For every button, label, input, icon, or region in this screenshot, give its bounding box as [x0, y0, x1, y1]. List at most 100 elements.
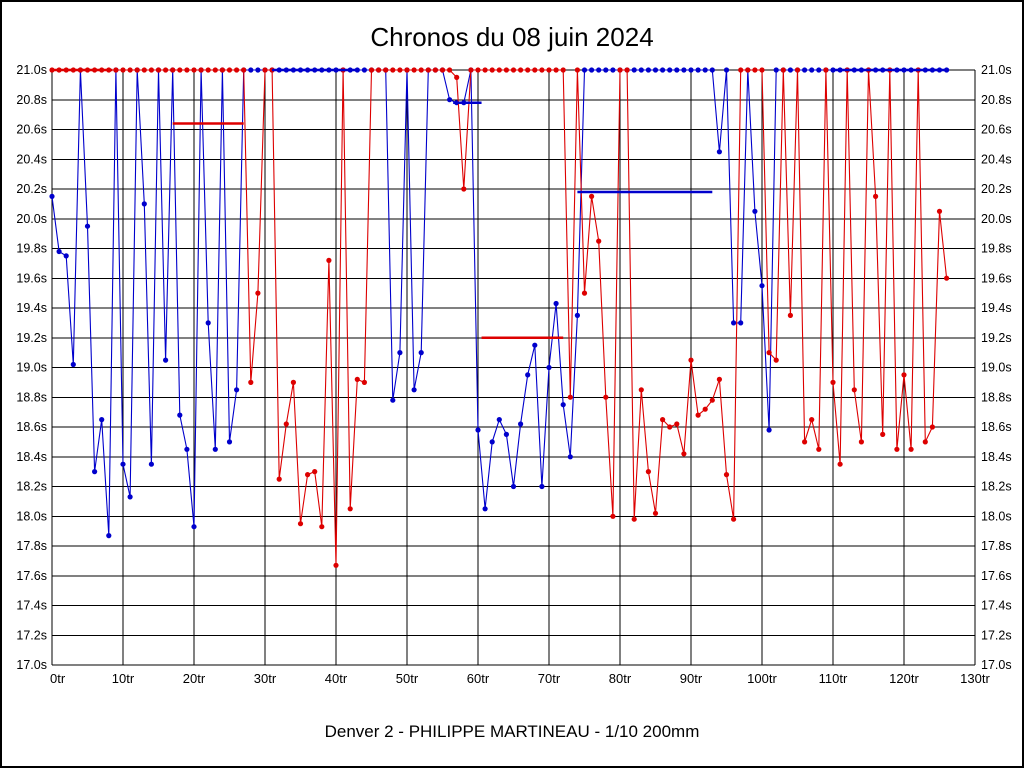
driver-red-point	[184, 67, 190, 73]
driver-blue-point	[447, 97, 453, 103]
y-axis-tick-label-right: 17.6s	[981, 569, 1012, 583]
driver-red-point	[383, 67, 389, 73]
driver-blue-point	[596, 67, 602, 73]
driver-blue-point	[695, 67, 701, 73]
driver-red-point	[518, 67, 524, 73]
y-axis-tick-label-right: 19.4s	[981, 301, 1012, 315]
driver-red-point	[809, 417, 815, 423]
driver-blue-point	[70, 361, 76, 368]
driver-blue-point	[539, 483, 545, 490]
driver-red-point	[553, 67, 559, 73]
driver-blue-point	[163, 357, 169, 363]
driver-red-point	[780, 67, 786, 73]
driver-red-point	[219, 67, 225, 73]
driver-red-point	[873, 193, 879, 199]
driver-red-point	[319, 524, 325, 530]
x-axis-tick-label: 40tr	[325, 671, 348, 686]
driver-red-point	[731, 516, 737, 522]
driver-blue-point	[503, 431, 509, 437]
driver-red-point	[326, 257, 332, 263]
driver-red-point	[787, 312, 794, 318]
driver-red-point	[447, 67, 453, 73]
driver-red-point	[745, 67, 751, 73]
driver-red-point	[482, 67, 488, 73]
driver-blue-point	[716, 149, 723, 155]
driver-blue-point	[766, 427, 772, 433]
driver-blue-point	[248, 67, 254, 73]
driver-red-point	[368, 67, 375, 73]
driver-red-point	[134, 67, 140, 73]
x-axis-tick-label: 60tr	[467, 671, 490, 686]
driver-blue-point	[84, 223, 91, 229]
x-axis-tick-label: 130tr	[960, 671, 990, 686]
y-axis-tick-label-right: 19.8s	[981, 242, 1012, 256]
driver-blue-point	[397, 350, 403, 356]
driver-blue-point	[56, 248, 62, 255]
driver-red-point	[510, 67, 517, 73]
y-axis-tick-label-left: 18.8s	[16, 390, 47, 404]
driver-blue-point	[525, 372, 531, 378]
driver-red-point	[411, 67, 417, 73]
y-axis-tick-label-left: 20.0s	[16, 212, 47, 226]
y-axis-tick-label-left: 18.4s	[16, 450, 47, 464]
driver-blue-point	[191, 524, 197, 530]
y-axis-tick-label-right: 21.0s	[981, 63, 1012, 77]
driver-red-point	[454, 74, 460, 80]
driver-red-point	[532, 67, 538, 73]
chart-caption: Denver 2 - PHILIPPE MARTINEAU - 1/10 200…	[324, 722, 700, 741]
y-axis-tick-label-right: 17.0s	[981, 658, 1012, 672]
y-axis-tick-label-left: 20.4s	[16, 152, 47, 166]
driver-red-point	[127, 67, 133, 73]
driver-red-point	[461, 186, 467, 192]
driver-red-point	[610, 513, 616, 519]
driver-red-point	[631, 516, 637, 522]
driver-red-point	[234, 67, 240, 73]
driver-red-point	[418, 67, 424, 73]
driver-red-point	[752, 67, 758, 73]
driver-red-point	[759, 67, 765, 73]
driver-red-point	[354, 376, 360, 382]
y-axis-tick-label-left: 18.0s	[16, 509, 47, 523]
driver-red-point	[894, 446, 900, 452]
driver-blue-point	[638, 67, 644, 73]
driver-red-point	[709, 397, 715, 403]
driver-red-point	[305, 472, 311, 478]
driver-red-point	[624, 67, 630, 73]
x-axis-tick-label: 100tr	[747, 671, 777, 686]
driver-blue-point	[234, 387, 240, 393]
driver-red-point	[390, 67, 396, 73]
driver-red-point	[688, 357, 694, 363]
driver-red-point	[333, 562, 339, 568]
driver-blue-point	[667, 67, 673, 73]
driver-red-point	[645, 469, 652, 475]
driver-red-point	[255, 290, 261, 296]
x-axis-tick-label: 0tr	[50, 671, 66, 686]
driver-blue-point	[148, 461, 154, 467]
driver-blue-point	[532, 342, 538, 348]
driver-red-point	[851, 387, 857, 393]
y-axis-tick-label-right: 18.8s	[981, 390, 1012, 404]
driver-red-point	[929, 424, 936, 430]
y-axis-tick-label-left: 17.4s	[16, 599, 47, 613]
driver-blue-point	[660, 67, 666, 73]
y-axis-tick-label-right: 17.2s	[981, 628, 1012, 642]
driver-red-point	[837, 461, 843, 467]
driver-red-point	[212, 67, 218, 73]
driver-red-point	[638, 387, 644, 393]
y-axis-tick-label-left: 19.0s	[16, 361, 47, 375]
y-axis-tick-label-right: 17.4s	[981, 599, 1012, 613]
driver-red-point	[823, 67, 829, 73]
driver-red-point	[816, 446, 822, 452]
y-axis-tick-label-right: 19.2s	[981, 331, 1012, 345]
x-axis-tick-label: 80tr	[609, 671, 632, 686]
x-axis-tick-label: 50tr	[396, 671, 419, 686]
y-axis-tick-label-right: 20.2s	[981, 182, 1012, 196]
driver-red-point	[652, 510, 659, 516]
y-axis-tick-label-right: 20.6s	[981, 123, 1012, 137]
y-axis-tick-label-left: 19.6s	[16, 271, 47, 285]
driver-blue-point	[610, 67, 616, 73]
driver-red-point	[738, 67, 744, 73]
y-axis-tick-label-right: 19.0s	[981, 361, 1012, 375]
